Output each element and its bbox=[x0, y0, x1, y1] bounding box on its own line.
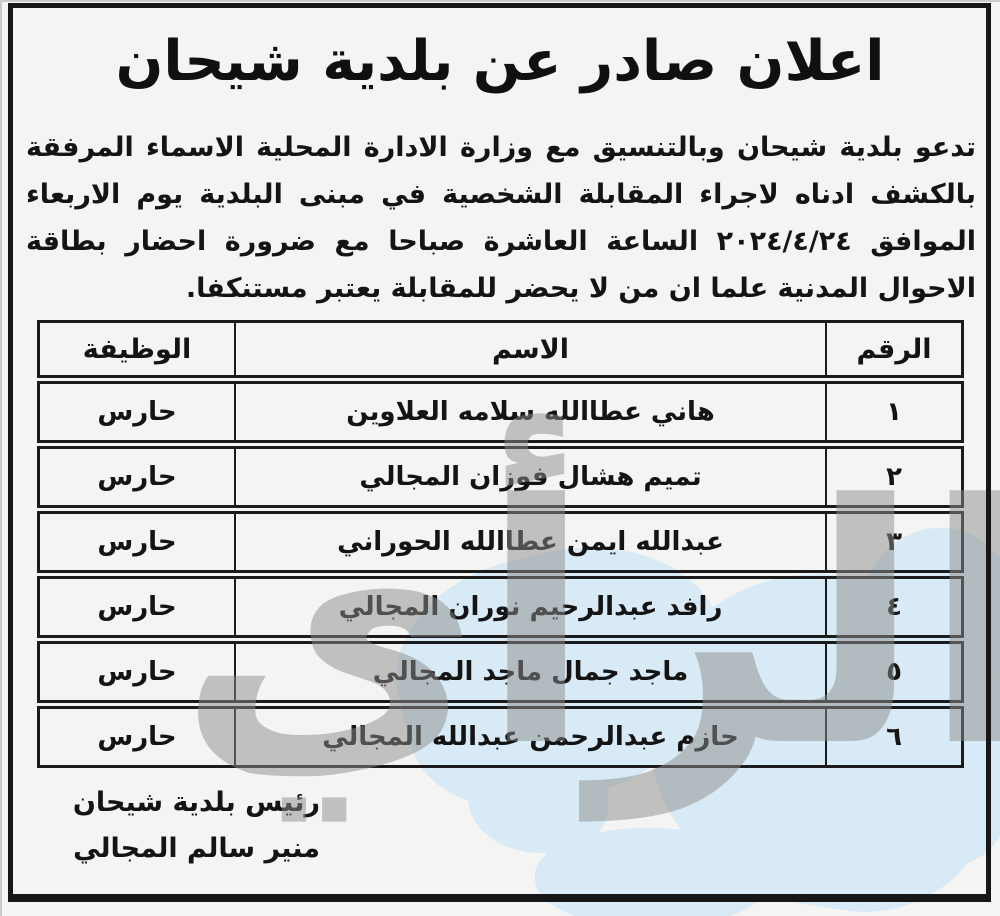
row-number: ٢ bbox=[825, 449, 961, 505]
body-line-4: الاحوال المدنية علما ان من لا يحضر للمقا… bbox=[185, 273, 976, 304]
row-job: حارس bbox=[97, 397, 177, 427]
row-name: عبدالله ايمن عطاالله الحوراني bbox=[234, 514, 825, 570]
table-row: ١ هاني عطاالله سلامه العلاوين حارس bbox=[37, 381, 964, 443]
row-number: ٣ bbox=[825, 514, 961, 570]
column-header-job: الوظيفة bbox=[82, 333, 192, 365]
table-row: ٣ عبدالله ايمن عطاالله الحوراني حارس bbox=[37, 511, 964, 573]
row-name: هاني عطاالله سلامه العلاوين bbox=[234, 384, 825, 440]
row-number: ١ bbox=[825, 384, 961, 440]
row-number: ٦ bbox=[825, 709, 961, 765]
row-name: رافد عبدالرحيم نوران المجالي bbox=[234, 579, 825, 635]
announcement-body: تدعو بلدية شيحان وبالتنسيق مع وزارة الاد… bbox=[26, 124, 976, 312]
row-name: حازم عبدالرحمن عبدالله المجالي bbox=[234, 709, 825, 765]
row-job: حارس bbox=[97, 592, 177, 622]
body-line-3: الموافق ٢٠٢٤/٤/٢٤ الساعة العاشرة صباحا م… bbox=[26, 226, 976, 257]
body-line-1: تدعو بلدية شيحان وبالتنسيق مع وزارة الاد… bbox=[26, 132, 976, 163]
signature-name: منير سالم المجالي bbox=[73, 833, 320, 864]
row-job: حارس bbox=[97, 527, 177, 557]
signature-title: رئيس بلدية شيحان bbox=[72, 787, 320, 818]
row-job: حارس bbox=[97, 462, 177, 492]
signature-block: رئيس بلدية شيحان منير سالم المجالي bbox=[26, 780, 320, 872]
table-row: ٦ حازم عبدالرحمن عبدالله المجالي حارس bbox=[37, 706, 964, 768]
names-table: الرقم الاسم الوظيفة ١ هاني عطاالله سلامه… bbox=[37, 320, 964, 771]
watermark-blue-blob bbox=[858, 528, 1000, 713]
column-header-number: الرقم bbox=[825, 323, 961, 375]
table-row: ٥ ماجد جمال ماجد المجالي حارس bbox=[37, 641, 964, 703]
row-number: ٤ bbox=[825, 579, 961, 635]
row-job: حارس bbox=[97, 722, 177, 752]
body-line-2: بالكشف ادناه لاجراء المقابلة الشخصية في … bbox=[26, 179, 976, 210]
announcement-title: اعلان صادر عن بلدية شيحان bbox=[115, 28, 885, 94]
table-row: ٢ تميم هشال فوزان المجالي حارس bbox=[37, 446, 964, 508]
watermark-blue-blob bbox=[895, 695, 1000, 865]
table-body: ١ هاني عطاالله سلامه العلاوين حارس ٢ تمي… bbox=[37, 381, 964, 768]
table-row: ٤ رافد عبدالرحيم نوران المجالي حارس bbox=[37, 576, 964, 638]
row-number: ٥ bbox=[825, 644, 961, 700]
row-name: ماجد جمال ماجد المجالي bbox=[234, 644, 825, 700]
row-name: تميم هشال فوزان المجالي bbox=[234, 449, 825, 505]
row-job: حارس bbox=[97, 657, 177, 687]
table-header-row: الرقم الاسم الوظيفة bbox=[37, 320, 964, 378]
column-header-name: الاسم bbox=[234, 323, 825, 375]
